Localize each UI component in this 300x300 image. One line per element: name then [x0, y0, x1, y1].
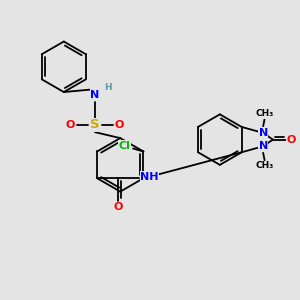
Text: S: S: [90, 118, 100, 131]
Text: O: O: [287, 135, 296, 145]
Text: O: O: [113, 202, 123, 212]
Text: NH: NH: [140, 172, 159, 182]
Text: CH₃: CH₃: [256, 109, 274, 118]
Text: N: N: [259, 141, 268, 151]
Text: Cl: Cl: [118, 140, 130, 151]
Text: N: N: [90, 90, 100, 100]
Text: CH₃: CH₃: [256, 161, 274, 170]
Text: N: N: [259, 128, 268, 138]
Text: H: H: [105, 83, 112, 92]
Text: O: O: [66, 120, 75, 130]
Text: O: O: [115, 120, 124, 130]
